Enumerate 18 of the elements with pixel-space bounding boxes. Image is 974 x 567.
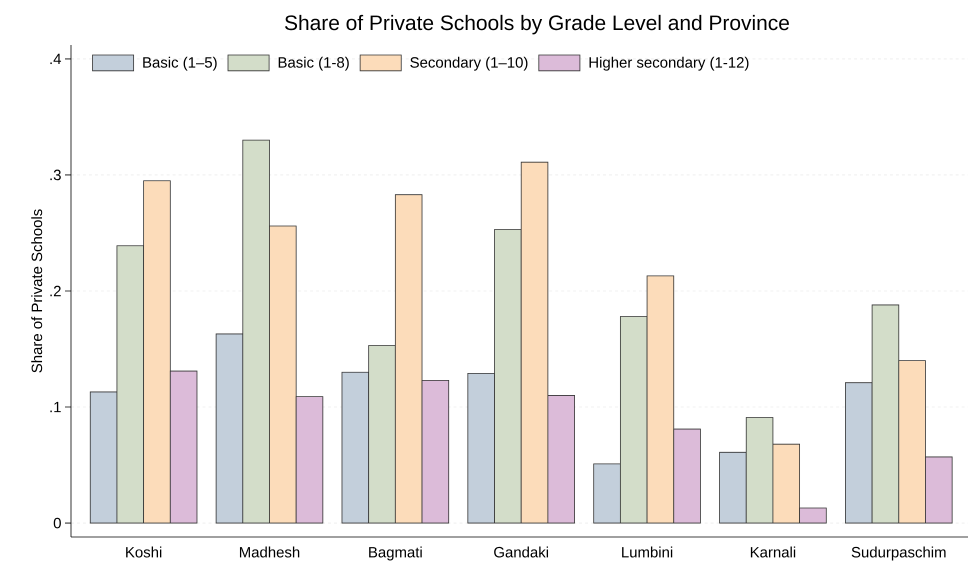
y-tick-label: .1 [50, 402, 61, 412]
y-tick-label: .4 [50, 54, 62, 64]
x-tick-label: Koshi [126, 546, 162, 558]
x-tick-label: Bagmati [369, 546, 422, 560]
legend-label: Higher secondary (1-12) [590, 56, 748, 71]
y-tick-label: 0 [54, 518, 61, 528]
x-tick-label: Lumbini [622, 546, 672, 558]
x-tick-label: Gandaki [494, 546, 548, 558]
legend-label: Secondary (1–10) [410, 56, 528, 71]
legend-label: Basic (1–5) [143, 56, 217, 71]
y-axis-title: Share of Private Schools [31, 209, 42, 373]
y-tick-label: .3 [50, 170, 61, 180]
x-tick-label: Karnali [750, 546, 796, 558]
chart-title: Share of Private Schools by Grade Level and Province [285, 14, 789, 34]
x-tick-label: Sudurpaschim [852, 546, 946, 560]
y-tick-label: .2 [50, 286, 61, 296]
legend-label: Basic (1-8) [278, 56, 349, 71]
x-tick-label: Madhesh [240, 546, 300, 558]
